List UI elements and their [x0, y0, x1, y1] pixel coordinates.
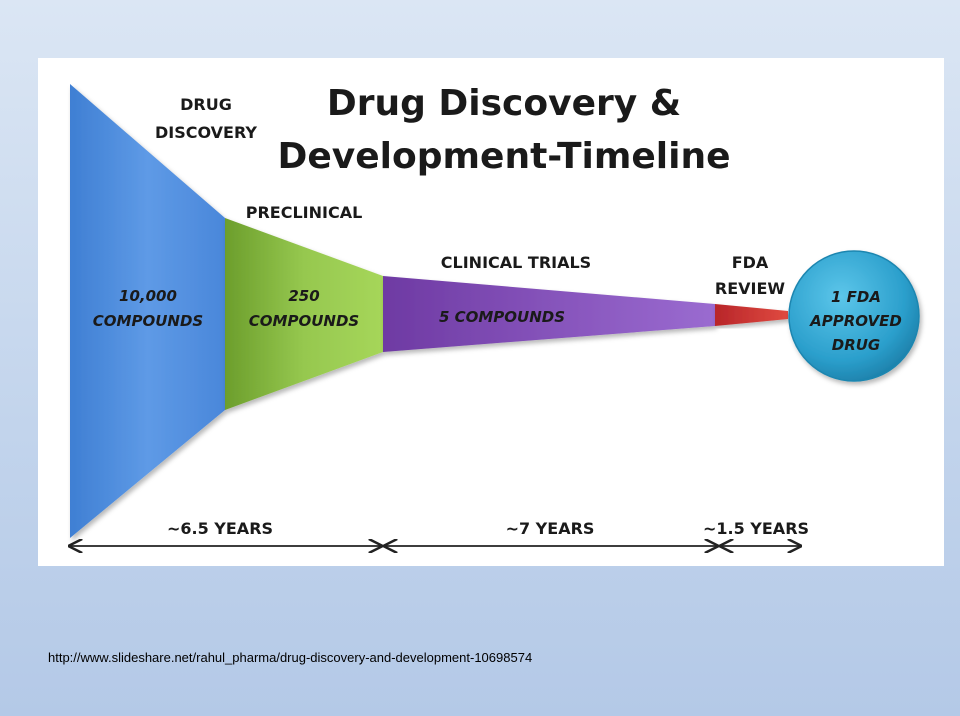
approved-drug-line3: DRUG: [832, 336, 881, 354]
stage-count-drug-discovery-line1: 10,000: [119, 287, 177, 305]
timeline-label-fda-review: ~1.5 YEARS: [703, 519, 809, 538]
funnel-diagram: Drug Discovery & Development-Timeline DR…: [38, 83, 920, 566]
stage-name-drug-discovery-line2: DISCOVERY: [155, 123, 257, 142]
approved-drug-circle: [788, 250, 920, 382]
stage-count-preclinical-line2: COMPOUNDS: [249, 312, 359, 330]
stage-segment-drug-discovery: [70, 84, 225, 538]
diagram-panel: Drug Discovery & Development-Timeline DR…: [38, 58, 944, 566]
stage-segment-clinical-trials: [383, 276, 715, 352]
stage-count-clinical-trials: 5 COMPOUNDS: [439, 308, 565, 326]
stage-name-drug-discovery-line1: DRUG: [180, 95, 232, 114]
stage-name-fda-review-line1: FDA: [732, 253, 769, 272]
approved-drug-line1: 1 FDA: [831, 288, 881, 306]
timeline-label-clinical-trials: ~7 YEARS: [506, 519, 595, 538]
stage-name-fda-review-line2: REVIEW: [715, 279, 786, 298]
stage-name-clinical-trials: CLINICAL TRIALS: [441, 253, 591, 272]
approved-drug-line2: APPROVED: [809, 312, 902, 330]
stage-count-drug-discovery-line2: COMPOUNDS: [93, 312, 203, 330]
diagram-title-line1: Drug Discovery &: [327, 83, 681, 124]
timeline-label-discovery-preclinical: ~6.5 YEARS: [167, 519, 273, 538]
stage-segment-preclinical: [225, 218, 383, 410]
stage-segment-fda-review: [715, 304, 788, 326]
stage-name-preclinical: PRECLINICAL: [246, 203, 363, 222]
diagram-title-line2: Development-Timeline: [278, 136, 731, 177]
source-url: http://www.slideshare.net/rahul_pharma/d…: [48, 650, 533, 665]
stage-count-preclinical-line1: 250: [288, 287, 319, 305]
